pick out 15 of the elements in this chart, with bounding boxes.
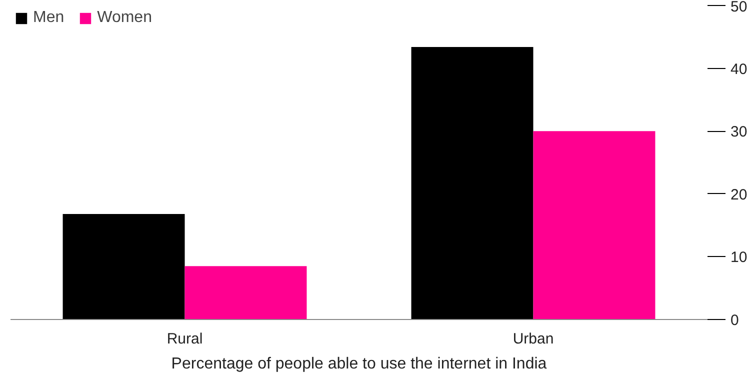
y-tick-label: 50 <box>730 0 748 16</box>
bar <box>62 214 185 320</box>
bar <box>411 46 534 320</box>
x-axis-title: Percentage of people able to use the internet in India <box>171 356 547 372</box>
y-tick-label: 10 <box>730 249 748 266</box>
y-tick-label: 20 <box>730 186 748 204</box>
legend-label: Men <box>33 9 64 27</box>
y-tick-label: 30 <box>730 124 748 141</box>
x-tick-label: Rural <box>166 330 203 348</box>
legend-label: Women <box>97 9 152 27</box>
bar <box>533 131 656 320</box>
x-tick-label: Urban <box>512 330 554 348</box>
y-tick-label: 40 <box>730 60 748 78</box>
bar <box>184 266 307 320</box>
y-tick-label: 0 <box>730 312 739 329</box>
